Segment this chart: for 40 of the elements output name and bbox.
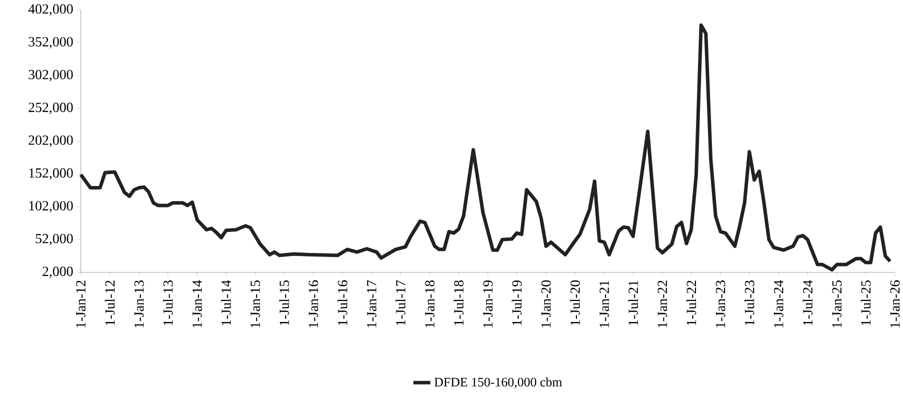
- line-series: [79, 23, 892, 272]
- x-tick-label: 1-Jul-17: [396, 280, 406, 326]
- y-tick-label: 352,000: [28, 37, 73, 48]
- x-tick-label: 1-Jul-20: [570, 280, 580, 326]
- x-tick-label: 1-Jul-12: [104, 280, 115, 326]
- x-tick-label: 1-Jan-26: [890, 280, 900, 328]
- x-tick-label: 1-Jul-14: [221, 280, 231, 326]
- x-tick-label: 1-Jan-14: [192, 280, 202, 328]
- x-tick-label: 1-Jul-22: [686, 280, 696, 326]
- x-tick-label: 1-Jan-20: [541, 280, 551, 328]
- y-tick-label: 52,000: [36, 234, 73, 246]
- y-tick-label: 152,000: [29, 168, 73, 180]
- x-tick-label: 1-Jul-24: [802, 280, 813, 326]
- x-tick-label: 1-Jan-13: [134, 280, 144, 328]
- x-tick-label: 1-Jan-12: [76, 280, 86, 328]
- y-tick-label: 252,000: [28, 102, 73, 114]
- x-tick-label: 1-Jul-25: [860, 280, 871, 326]
- x-tick-label: 1-Jul-21: [628, 280, 638, 326]
- x-tick-label: 1-Jan-17: [367, 280, 376, 328]
- x-tick-label: 1-Jul-19: [512, 280, 522, 326]
- x-tick-label: 1-Jan-21: [600, 280, 609, 328]
- y-tick-label: 2,000: [42, 266, 73, 278]
- x-tick-label: 1-Jul-18: [454, 280, 464, 326]
- x-tick-label: 1-Jul-13: [163, 280, 173, 326]
- y-tick-label: 202,000: [28, 135, 73, 147]
- x-tick-label: 1-Jan-15: [250, 280, 260, 328]
- x-tick-label: 1-Jul-23: [744, 280, 754, 326]
- x-tick-label: 1-Jan-18: [425, 280, 435, 328]
- legend-label: DFDE 150-160,000 cbm: [434, 377, 562, 388]
- y-tick-label: 102,000: [29, 201, 73, 212]
- x-tick-label: 1-Jan-24: [774, 280, 784, 328]
- x-tick-label: 1-Jan-19: [483, 280, 493, 328]
- x-tick-label: 1-Jan-23: [716, 280, 726, 328]
- y-tick-label: 402,000: [28, 4, 73, 16]
- x-tick-label: 1-Jan-22: [658, 280, 668, 328]
- x-tick-label: 1-Jul-15: [279, 280, 290, 326]
- x-tick-label: 1-Jul-16: [338, 280, 348, 326]
- y-tick-label: 302,000: [28, 70, 73, 82]
- x-tick-label: 1-Jan-16: [308, 280, 318, 328]
- x-tick-label: 1-Jan-25: [832, 280, 842, 328]
